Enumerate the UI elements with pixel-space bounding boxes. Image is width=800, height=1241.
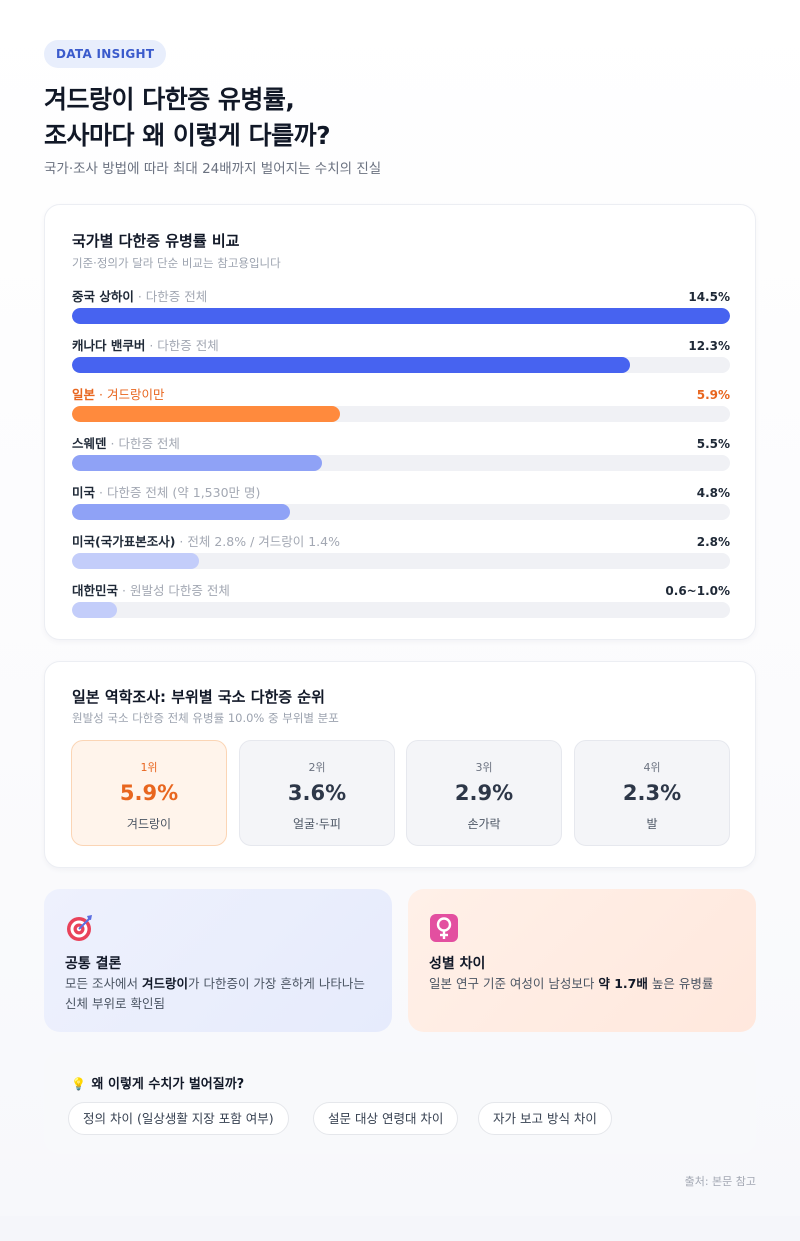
rank-box-4: 4위 2.3% 발 [574, 740, 730, 846]
category-name: 미국(국가표본조사) [72, 534, 176, 549]
bar [72, 504, 290, 520]
common-conclusion-title: 공통 결론 [65, 956, 122, 972]
bar [72, 308, 730, 324]
rank-value: 5.9% [119, 781, 179, 805]
country-card-subtitle: 기준·정의가 달라 단순 비교는 참고용입니다 [72, 256, 281, 270]
text-part: 높은 유병률 [647, 976, 714, 991]
text-part: 가 다한증이 가장 흔하게 나타나는 신체 부위로 확인됨 [65, 976, 365, 1011]
category-description: · 전체 2.8% / 겨드랑이 1.4% [179, 534, 340, 549]
japan-card-subtitle: 원발성 국소 다한증 전체 유병률 10.0% 중 부위별 분포 [72, 711, 339, 725]
bar-label: 미국(국가표본조사) · 전체 2.8% / 겨드랑이 1.4% [72, 534, 340, 550]
bar-row: 중국 상하이 · 다한증 전체 14.5% [72, 289, 730, 333]
category-description: · 다한증 전체 [137, 289, 208, 304]
rank-label: 3위 [475, 761, 493, 774]
bar-value-label: 14.5% [688, 290, 730, 304]
common-conclusion-text: 모든 조사에서 겨드랑이가 다한증이 가장 흔하게 나타나는 신체 부위로 확인… [65, 974, 375, 1014]
why-section: 💡 왜 이렇게 수치가 벌어질까? 정의 차이 (일상생활 지장 포함 여부) … [44, 1052, 756, 1154]
bar-label: 대한민국 · 원발성 다한증 전체 [72, 583, 230, 599]
category-name: 캐나다 밴쿠버 [72, 338, 146, 353]
bar-row: 대한민국 · 원발성 다한증 전체 0.6~1.0% [72, 583, 730, 627]
category-description: · 겨드랑이만 [99, 387, 165, 402]
bar-track [72, 553, 730, 569]
bar-track [72, 406, 730, 422]
bar [72, 455, 322, 471]
bar-label: 스웨덴 · 다한증 전체 [72, 436, 180, 452]
category-name: 스웨덴 [72, 436, 107, 451]
rank-value: 3.6% [287, 781, 347, 805]
category-description: · 다한증 전체 (약 1,530만 명) [99, 485, 261, 500]
text-part: 일본 연구 기준 여성이 남성보다 [429, 976, 599, 991]
why-title-text: 왜 이렇게 수치가 벌어질까? [91, 1077, 245, 1092]
bar-row: 미국(국가표본조사) · 전체 2.8% / 겨드랑이 1.4% 2.8% [72, 534, 730, 578]
bar-row: 일본 · 겨드랑이만 5.9% [72, 387, 730, 431]
bar-track [72, 357, 730, 373]
gender-difference-text: 일본 연구 기준 여성이 남성보다 약 1.7배 높은 유병률 [429, 974, 739, 994]
female-sign-icon [430, 914, 458, 942]
common-conclusion-card: 공통 결론 모든 조사에서 겨드랑이가 다한증이 가장 흔하게 나타나는 신체 … [44, 889, 392, 1032]
category-description: · 다한증 전체 [110, 436, 180, 451]
bar-row: 캐나다 밴쿠버 · 다한증 전체 12.3% [72, 338, 730, 382]
country-comparison-card: 국가별 다한증 유병률 비교 기준·정의가 달라 단순 비교는 참고용입니다 중… [44, 204, 756, 640]
reason-chip: 설문 대상 연령대 차이 [313, 1102, 459, 1135]
reason-chip: 자가 보고 방식 차이 [478, 1102, 612, 1135]
category-description: · 원발성 다한증 전체 [122, 583, 230, 598]
rank-label: 4위 [643, 761, 661, 774]
rank-label: 2위 [308, 761, 326, 774]
category-name: 대한민국 [72, 583, 119, 598]
category-name: 중국 상하이 [72, 289, 134, 304]
lightbulb-icon: 💡 [71, 1077, 86, 1091]
rank-body-part: 얼굴·두피 [293, 817, 341, 831]
bar-value-label: 4.8% [696, 486, 730, 500]
country-card-title: 국가별 다한증 유병률 비교 [72, 232, 240, 250]
rank-body-part: 손가락 [467, 817, 501, 831]
category-name: 일본 [72, 387, 96, 402]
bar [72, 357, 630, 373]
bar-value-label: 5.9% [696, 388, 730, 402]
bar-row: 스웨덴 · 다한증 전체 5.5% [72, 436, 730, 480]
bar-value-label: 2.8% [696, 535, 730, 549]
page-subtitle: 국가·조사 방법에 따라 최대 24배까지 벌어지는 수치의 진실 [44, 161, 382, 177]
bar-track [72, 602, 730, 618]
rank-box-2: 2위 3.6% 얼굴·두피 [239, 740, 395, 846]
bar-track [72, 504, 730, 520]
gender-difference-card: 성별 차이 일본 연구 기준 여성이 남성보다 약 1.7배 높은 유병률 [408, 889, 756, 1032]
bar-value-label: 0.6~1.0% [665, 584, 730, 598]
title-line-2: 조사마다 왜 이렇게 다를까? [44, 121, 331, 150]
title-line-1: 겨드랑이 다한증 유병률, [44, 85, 295, 114]
gender-difference-title: 성별 차이 [429, 956, 486, 972]
bar-label: 일본 · 겨드랑이만 [72, 387, 164, 403]
japan-ranking-card: 일본 역학조사: 부위별 국소 다한증 순위 원발성 국소 다한증 전체 유병률… [44, 661, 756, 868]
rank-box-3: 3위 2.9% 손가락 [406, 740, 562, 846]
text-emphasis: 겨드랑이 [141, 976, 188, 991]
target-icon [67, 915, 92, 941]
bar-row: 미국 · 다한증 전체 (약 1,530만 명) 4.8% [72, 485, 730, 529]
category-description: · 다한증 전체 [149, 338, 219, 353]
data-insight-tag: DATA INSIGHT [44, 40, 167, 68]
rank-value: 2.9% [454, 781, 514, 805]
rank-body-part: 겨드랑이 [126, 817, 172, 831]
bar-label: 중국 상하이 · 다한증 전체 [72, 289, 207, 305]
rank-value: 2.3% [622, 781, 682, 805]
bar-track [72, 308, 730, 324]
rank-label: 1위 [140, 761, 158, 774]
page-title: 겨드랑이 다한증 유병률, 조사마다 왜 이렇게 다를까? [44, 82, 744, 154]
rank-box-1: 1위 5.9% 겨드랑이 [71, 740, 227, 846]
bar-label: 미국 · 다한증 전체 (약 1,530만 명) [72, 485, 260, 501]
japan-card-title: 일본 역학조사: 부위별 국소 다한증 순위 [72, 688, 325, 706]
why-title: 💡 왜 이렇게 수치가 벌어질까? [71, 1073, 244, 1092]
text-part: 모든 조사에서 [65, 976, 142, 991]
text-emphasis: 약 1.7배 [598, 976, 648, 991]
bar-value-label: 12.3% [688, 339, 730, 353]
bar [72, 406, 340, 422]
bar-value-label: 5.5% [696, 437, 730, 451]
bar [72, 553, 199, 569]
reason-chip: 정의 차이 (일상생활 지장 포함 여부) [68, 1102, 289, 1135]
source-note: 출처: 본문 참고 [684, 1175, 756, 1188]
page: DATA INSIGHT 겨드랑이 다한증 유병률, 조사마다 왜 이렇게 다를… [0, 0, 800, 1216]
rank-body-part: 발 [646, 817, 658, 831]
bar-track [72, 455, 730, 471]
bar [72, 602, 117, 618]
bar-label: 캐나다 밴쿠버 · 다한증 전체 [72, 338, 219, 354]
category-name: 미국 [72, 485, 96, 500]
